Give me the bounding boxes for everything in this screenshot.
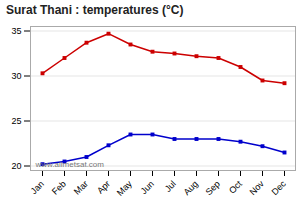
svg-text:Jun: Jun [139, 179, 156, 196]
svg-text:Sep: Sep [204, 179, 222, 197]
svg-text:Oct: Oct [227, 178, 244, 195]
svg-text:30: 30 [11, 71, 21, 81]
svg-text:Feb: Feb [50, 179, 68, 197]
svg-text:Jul: Jul [163, 179, 178, 194]
svg-text:20: 20 [11, 161, 21, 171]
html-text:Surat Thani : temperatures (°C: Surat Thani : temperatures (°C) [6, 3, 184, 17]
svg-text:Apr: Apr [95, 179, 112, 196]
svg-text:Aug: Aug [182, 179, 200, 197]
svg-text:www.allmetsat.com: www.allmetsat.com [35, 160, 105, 169]
svg-text:25: 25 [11, 116, 21, 126]
svg-text:May: May [115, 178, 134, 197]
svg-text:35: 35 [11, 26, 21, 36]
svg-text:Jan: Jan [29, 179, 46, 196]
svg-text:Mar: Mar [72, 179, 90, 197]
svg-text:Dec: Dec [270, 178, 289, 197]
svg-text:Nov: Nov [248, 178, 267, 197]
